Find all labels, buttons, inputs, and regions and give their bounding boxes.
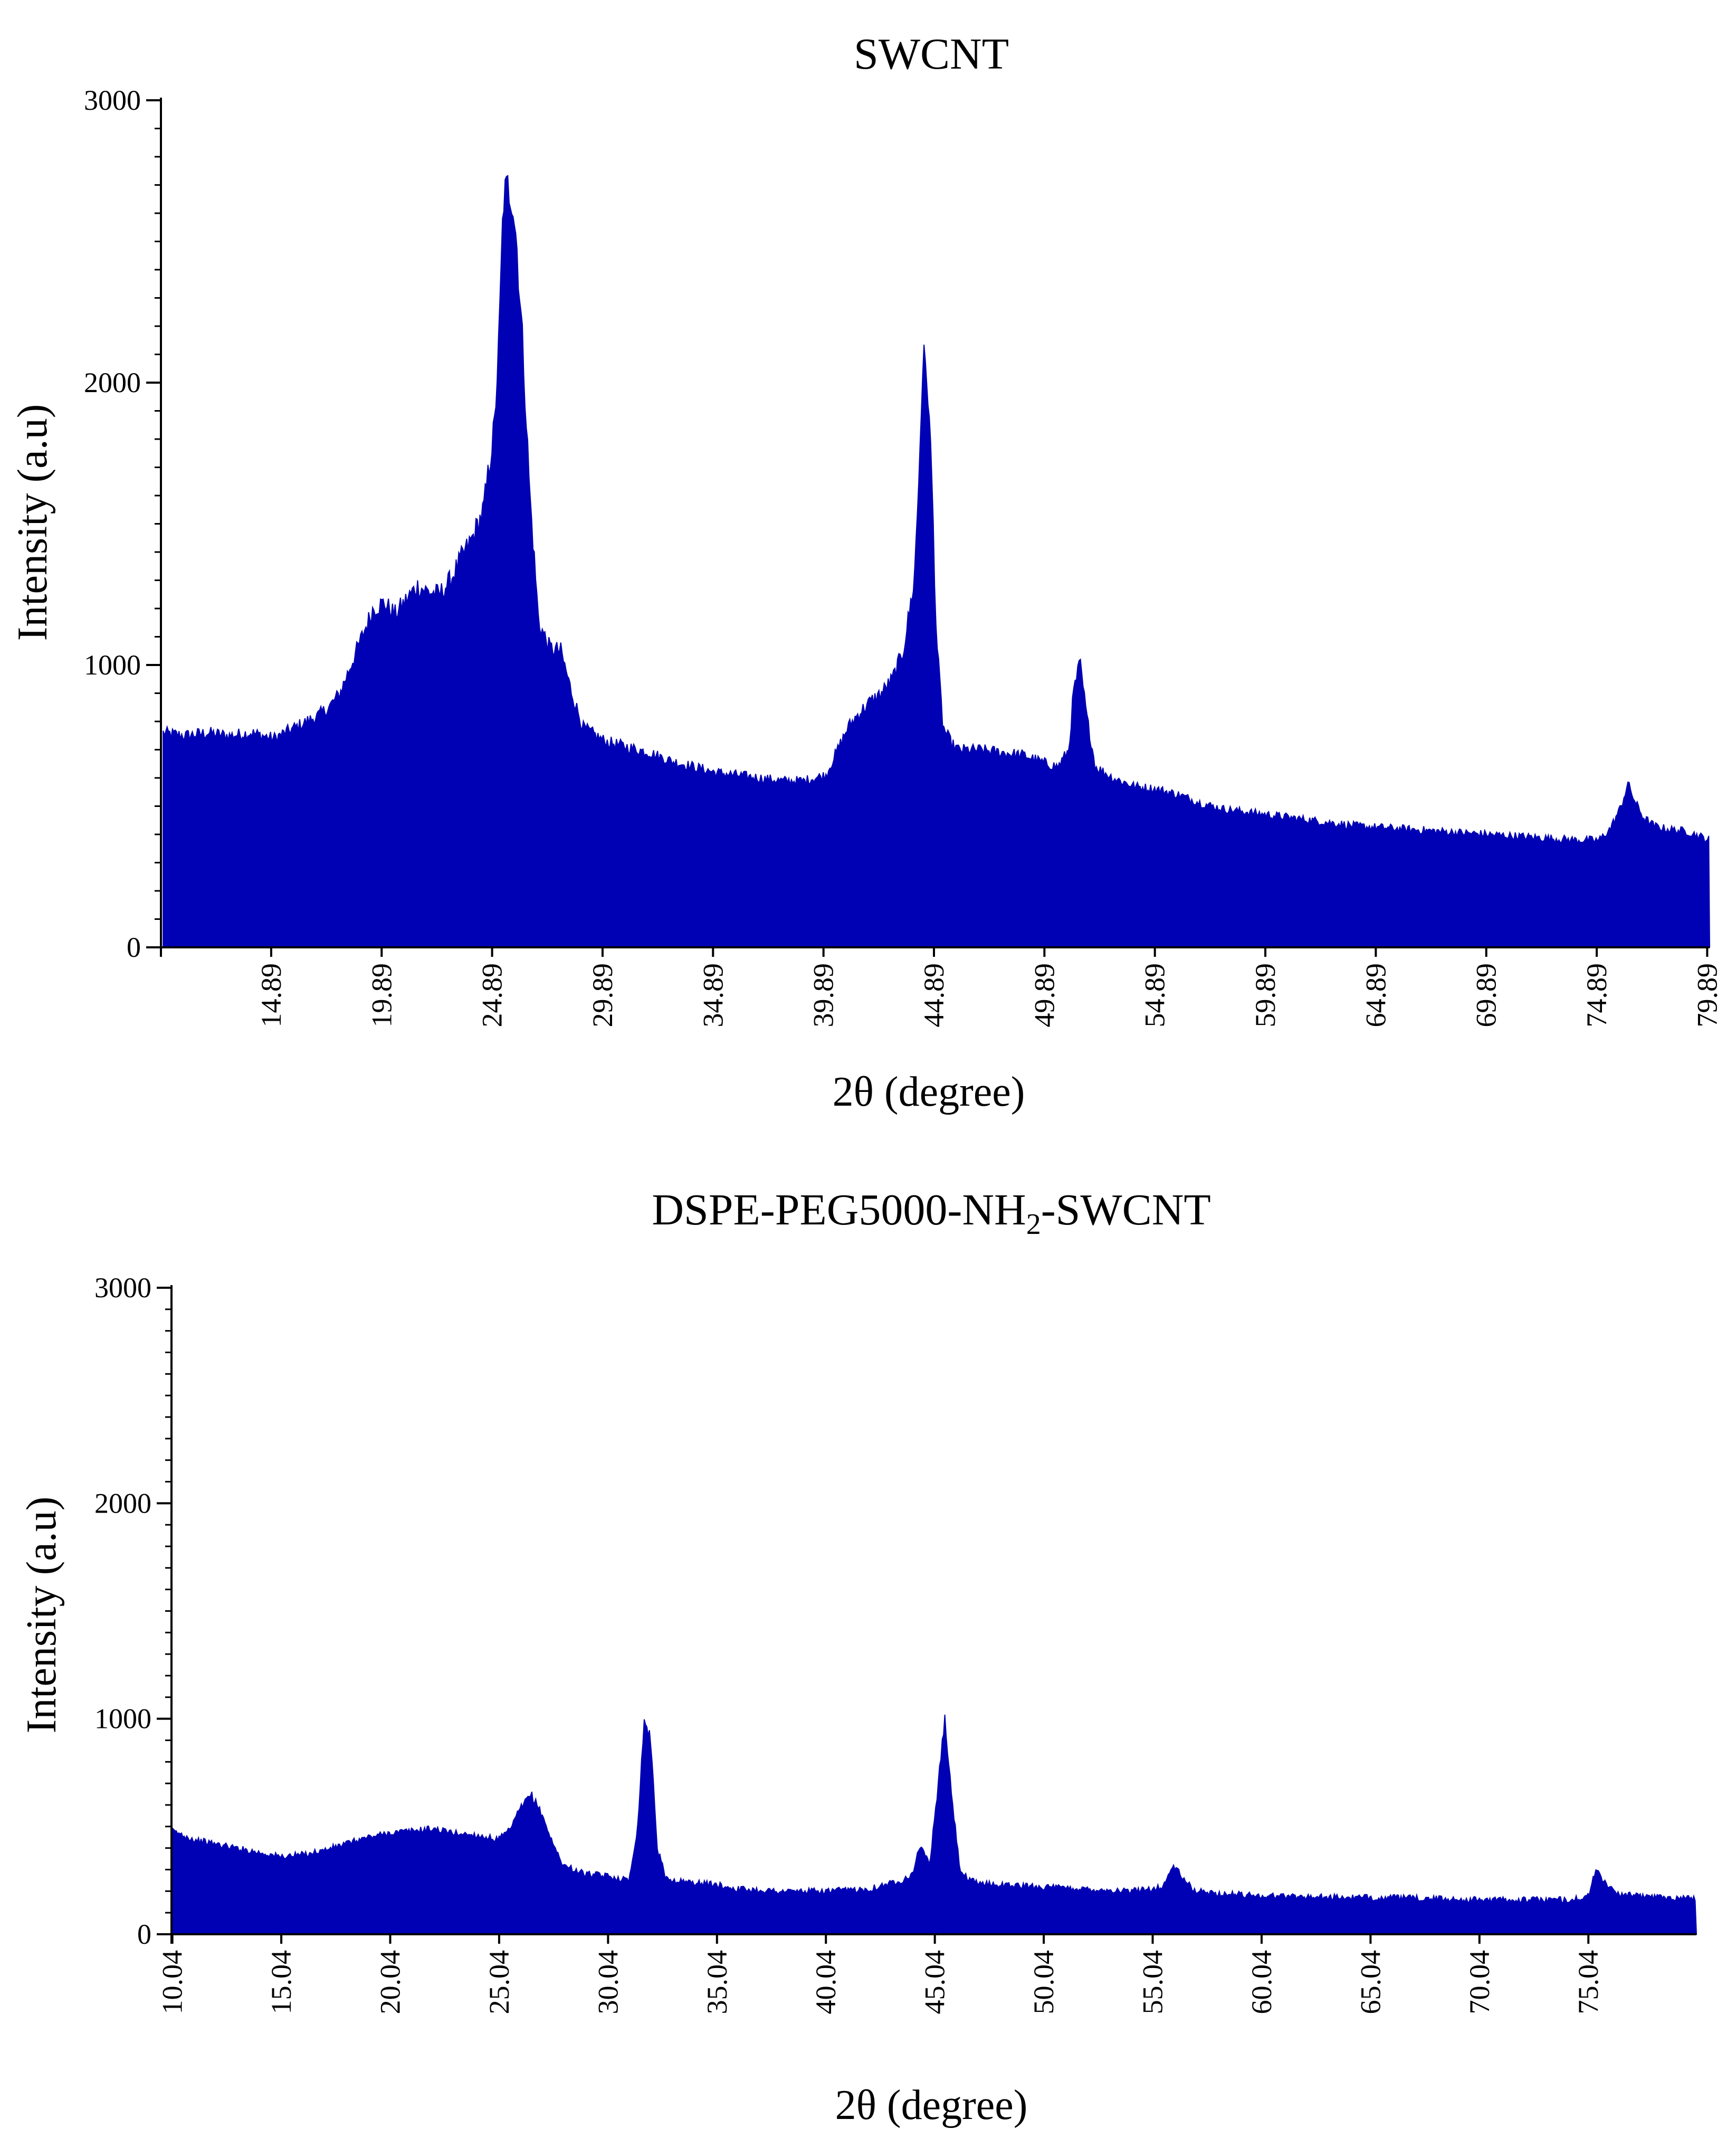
x-tick-label: 34.89: [697, 963, 729, 1028]
x-tick-label: 19.89: [366, 963, 397, 1028]
y-tick-label: 0: [127, 932, 141, 963]
x-tick-label: 10.04: [157, 1950, 188, 2014]
swcnt-chart: SWCNT 0 1000 2000 3000 14.89 19.89 24.89 29.89 3…: [9, 30, 1723, 1115]
chart-title: SWCNT: [854, 30, 1009, 79]
x-tick-label: 60.04: [1246, 1950, 1277, 2014]
x-tick-label: 44.89: [918, 963, 950, 1028]
x-tick-label: 35.04: [701, 1950, 733, 2014]
x-tick-label: 40.04: [810, 1950, 842, 2014]
x-tick-label: 49.89: [1028, 963, 1060, 1028]
x-axis-label: 2θ (degree): [833, 1069, 1025, 1115]
y-tick-label: 2000: [84, 367, 141, 398]
y-tick-label: 3000: [94, 1272, 151, 1304]
x-tick-label: 15.04: [265, 1950, 297, 2014]
x-tick-label: 70.04: [1464, 1950, 1495, 2014]
x-tick-label: 74.89: [1581, 963, 1613, 1028]
x-tick-label: 55.04: [1137, 1950, 1169, 2014]
x-tick-label: 25.04: [483, 1950, 515, 2014]
y-axis-label: Intensity (a.u): [18, 1497, 65, 1734]
x-axis-label: 2θ (degree): [835, 2082, 1028, 2128]
x-tick-label: 24.89: [476, 963, 508, 1028]
x-tick-label: 69.89: [1471, 963, 1502, 1028]
x-tick-label: 75.04: [1572, 1950, 1604, 2014]
data-series-area: [163, 175, 1711, 948]
x-tick-label: 59.89: [1249, 963, 1281, 1028]
x-tick-label: 30.04: [592, 1950, 624, 2014]
y-tick-label: 0: [137, 1918, 151, 1950]
chart-title: DSPE-PEG5000-NH2-SWCNT: [652, 1185, 1210, 1241]
x-tick-label: 64.89: [1360, 963, 1391, 1028]
x-tick-label: 29.89: [587, 963, 618, 1028]
x-tick-label: 50.04: [1028, 1950, 1060, 2014]
chart-plot-area: 0 1000 2000 3000 10.04 15.04 20.04 25.04 30.04 35…: [94, 1272, 1697, 2014]
y-axis-label: Intensity (a.u): [9, 404, 56, 641]
y-tick-label: 1000: [94, 1703, 151, 1735]
data-series-area: [171, 1714, 1697, 1935]
dspe-peg-swcnt-chart: DSPE-PEG5000-NH2-SWCNT 0 1000 2000 3000 10.0…: [18, 1185, 1697, 2128]
x-tick-label: 79.89: [1691, 963, 1723, 1028]
x-tick-label: 39.89: [808, 963, 840, 1028]
y-tick-label: 2000: [94, 1487, 151, 1519]
x-tick-label: 45.04: [919, 1950, 951, 2014]
y-tick-label: 3000: [84, 84, 141, 116]
x-tick-label: 65.04: [1355, 1950, 1386, 2014]
chart-plot-area: 0 1000 2000 3000 14.89 19.89 24.89 29.89 34.89 39…: [84, 84, 1723, 1028]
x-tick-label: 14.89: [255, 963, 287, 1028]
x-tick-label: 20.04: [375, 1950, 406, 2014]
x-tick-label: 54.89: [1139, 963, 1171, 1028]
y-tick-label: 1000: [84, 649, 141, 681]
